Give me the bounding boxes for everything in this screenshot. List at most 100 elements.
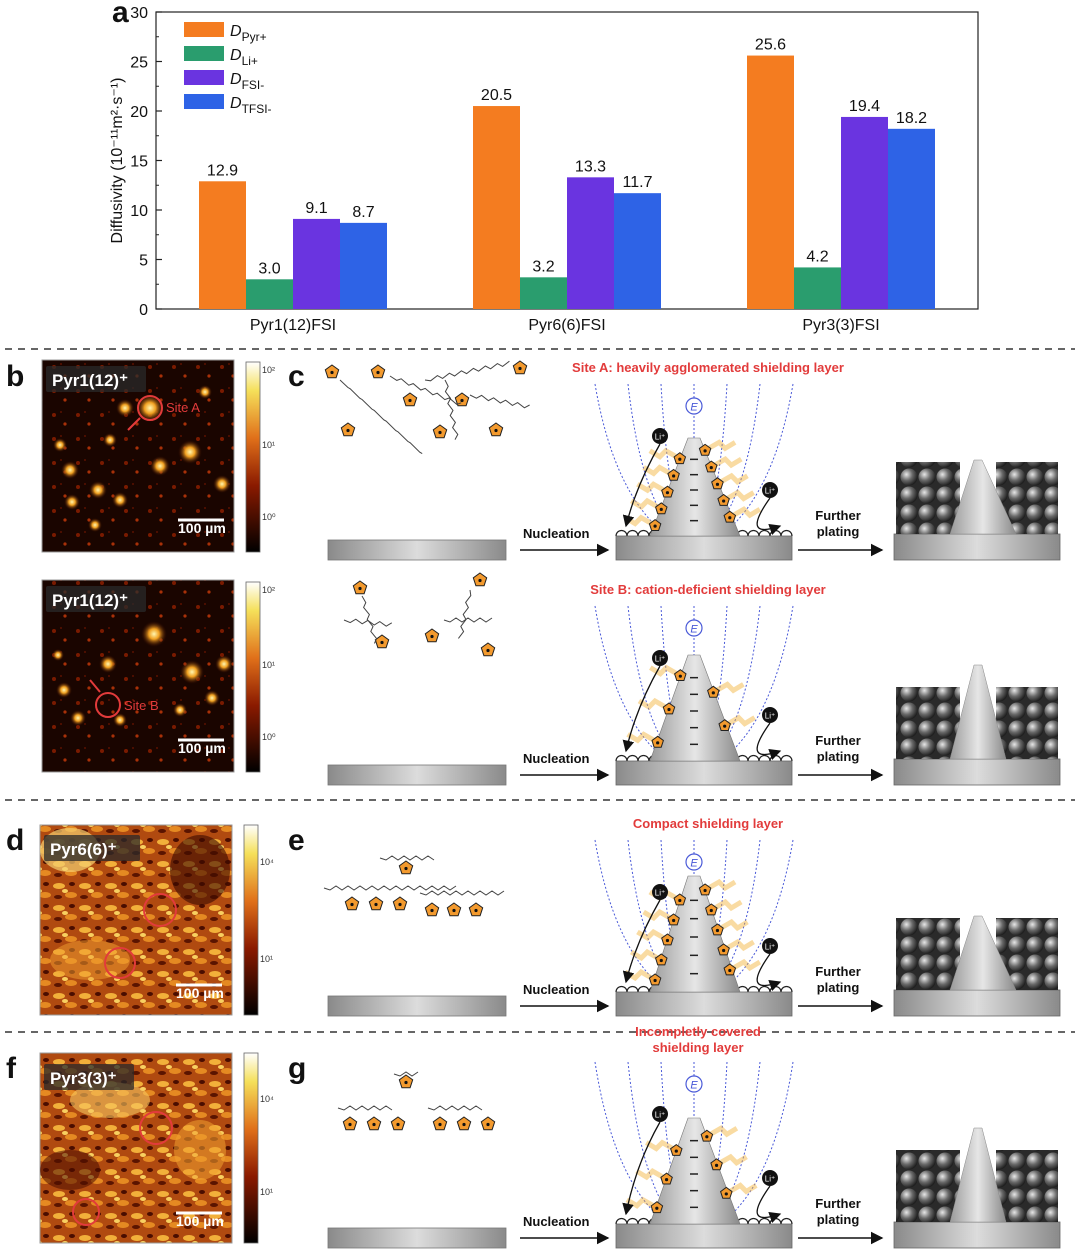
cation-center [404, 1080, 408, 1085]
colorbar-tick: 10² [262, 365, 275, 375]
field-line [714, 605, 761, 758]
colorbar-tick: 10¹ [260, 1187, 273, 1197]
panel-label-g: g [288, 1052, 306, 1085]
field-line [725, 605, 794, 758]
panel-label-c: c [288, 360, 305, 393]
cation-center [714, 1163, 719, 1167]
data-label: 12.9 [207, 162, 238, 179]
cation-center [380, 640, 384, 645]
shielding-chain [728, 506, 762, 520]
nucleation-label: Nucleation [523, 751, 590, 766]
li-ion-label: Li⁺ [655, 889, 665, 898]
field-label: E [690, 1080, 698, 1092]
cation-center [672, 474, 676, 478]
site-marker [104, 947, 136, 979]
field-line [594, 839, 663, 989]
further-label: Further [815, 733, 861, 748]
shielding-chain [716, 918, 749, 933]
shielding-chain [703, 878, 737, 893]
map-title: Pyr1(12)⁺ [52, 371, 128, 390]
schematic-title: Site A: heavily agglomerated shielding l… [572, 360, 844, 375]
cation-center [724, 1192, 728, 1196]
cation-center [518, 366, 522, 371]
field-label: E [690, 402, 698, 414]
cation-center [486, 648, 490, 653]
bar [340, 222, 387, 309]
li-ion [762, 482, 778, 498]
cation-center [350, 902, 354, 907]
cation-center [678, 674, 682, 678]
schematic-row: Site B: cation-deficient shielding layer… [327, 572, 1061, 786]
afm-map-pyr66: Pyr6(6)⁺ 100 µm 10⁴ 10¹ [39, 824, 274, 1016]
li-ion-label: Li⁺ [765, 943, 775, 952]
shielding-chain [629, 497, 663, 512]
colorbar-tick: 10⁰ [262, 512, 276, 522]
cation-center [396, 1122, 400, 1127]
plating-label: plating [817, 980, 860, 995]
field-symbol [685, 1075, 703, 1093]
nucleation-label: Nucleation [523, 526, 590, 541]
x-tick-label: Pyr1(12)FSI [250, 317, 336, 334]
cation-center [653, 524, 657, 528]
bar [567, 177, 614, 309]
scale-label: 100 µm [176, 1213, 224, 1229]
plated-substrate [893, 758, 1061, 786]
field-symbol [685, 853, 703, 871]
scale-label: 100 µm [176, 985, 224, 1001]
alkyl-chain [393, 1071, 419, 1077]
bar-chart: 0 5 10 15 20 25 30 Diffusivity (10⁻¹¹m²·s⁻¹) Pyr… [109, 5, 979, 334]
plated-substrate [893, 989, 1061, 1017]
scale-label: 100 µm [178, 740, 226, 756]
data-label: 18.2 [896, 110, 927, 127]
cation-center [430, 634, 434, 639]
plating-label: plating [817, 524, 860, 539]
colorbar [245, 581, 261, 773]
shielding-chain [716, 472, 749, 486]
nucleated-substrate [615, 760, 793, 786]
li-path-arrow [756, 1185, 782, 1223]
cation-center [659, 958, 663, 963]
shielding-chain [637, 697, 671, 712]
x-tick-label: Pyr3(3)FSI [802, 317, 879, 334]
bare-substrate [327, 539, 507, 561]
y-axis-label: Diffusivity (10⁻¹¹m²·s⁻¹) [109, 78, 126, 244]
data-label: 8.7 [352, 204, 374, 221]
x-tick-label: Pyr6(6)FSI [528, 317, 605, 334]
cation-center [667, 707, 671, 712]
cation-center [330, 370, 334, 375]
field-line [594, 605, 663, 758]
data-label: 19.4 [849, 98, 880, 115]
field-line [725, 383, 794, 533]
data-label: 25.6 [755, 37, 786, 54]
cation-center [460, 398, 464, 403]
alkyl-chain [444, 379, 459, 440]
field-label: E [690, 858, 698, 870]
cation-center [346, 428, 350, 433]
legend-swatch [184, 46, 224, 61]
bare-substrate [327, 764, 507, 786]
cation-center [430, 908, 434, 913]
site-marker [95, 692, 121, 718]
schematic-title: Site B: cation-deficient shielding layer [590, 582, 826, 597]
alkyl-chain [343, 618, 393, 627]
li-ion-label: Li⁺ [765, 487, 775, 496]
cation-center [348, 1122, 352, 1127]
bright-clusters [53, 385, 231, 532]
shielding-chain [722, 489, 755, 503]
site-label: Site A [166, 400, 200, 415]
plating-label: plating [817, 749, 860, 764]
li-ion-label: Li⁺ [655, 433, 665, 442]
cation-center [728, 516, 732, 520]
colorbar-tick: 10¹ [262, 660, 275, 670]
li-ion-label: Li⁺ [655, 655, 665, 664]
cation-center [665, 491, 670, 495]
site-marker [143, 893, 177, 927]
li-ion [762, 707, 778, 723]
schematic-title: Incompletly covered [635, 1024, 761, 1039]
site-marker [72, 1198, 100, 1226]
schematic-row: Site A: heavily agglomerated shielding l… [324, 360, 1061, 561]
map-title: Pyr1(12)⁺ [52, 591, 128, 610]
shielding-chain [710, 455, 743, 470]
colorbar-tick: 10¹ [260, 954, 273, 964]
